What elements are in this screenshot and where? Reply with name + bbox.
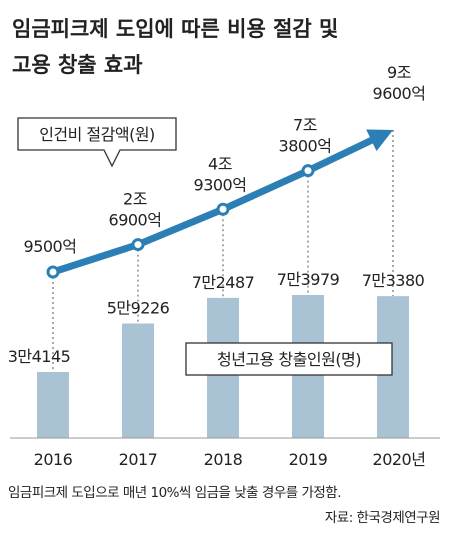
line-value-label: 2조 xyxy=(123,190,147,209)
bar-value-label: 3만4145 xyxy=(8,347,71,366)
chart-title: 고용 창출 효과 xyxy=(12,53,143,77)
line-point xyxy=(131,238,145,252)
line-value-label: 9500억 xyxy=(24,237,77,256)
x-tick-label: 2018 xyxy=(204,450,243,469)
line-point xyxy=(46,265,60,279)
line-value-label: 4조 xyxy=(208,154,232,173)
bar-value-label: 7만3979 xyxy=(277,270,340,289)
bar-value-label: 5만9226 xyxy=(107,299,170,318)
x-tick-label: 2017 xyxy=(119,450,158,469)
legend-label: 청년고용 창출인원(명) xyxy=(217,350,361,369)
line-value-label: 7조 xyxy=(293,116,317,135)
bar-value-label: 7만3380 xyxy=(362,271,425,290)
source: 자료: 한국경제연구원 xyxy=(325,510,440,526)
footnote: 임금피크제 도입으로 매년 10%씩 임금을 낮출 경우를 가정함. xyxy=(8,485,341,501)
line-value-label: 9조 xyxy=(387,63,411,82)
line-point xyxy=(216,202,230,216)
line-value-label: 9600억 xyxy=(373,84,426,103)
x-tick-label: 2019 xyxy=(289,450,328,469)
legend-box xyxy=(185,342,393,376)
legend-box xyxy=(17,117,177,168)
x-tick-label: 2020년 xyxy=(373,450,426,469)
bar xyxy=(122,323,154,438)
line-value-label: 3800억 xyxy=(279,137,332,156)
legend-label: 인건비 절감액(원) xyxy=(39,125,155,144)
x-tick-label: 2016 xyxy=(34,450,73,469)
line-value-label: 6900억 xyxy=(109,211,162,230)
line-point xyxy=(301,164,315,178)
arrow-head xyxy=(366,129,393,152)
chart-title: 임금피크제 도입에 따른 비용 절감 및 xyxy=(12,17,338,41)
bar xyxy=(37,371,69,438)
bar-value-label: 7만2487 xyxy=(192,273,255,292)
line-value-label: 9300억 xyxy=(194,175,247,194)
plot: 3만4145 2016 5만9226 2017 7만2487 2018 7만3979 2019… xyxy=(8,63,440,469)
